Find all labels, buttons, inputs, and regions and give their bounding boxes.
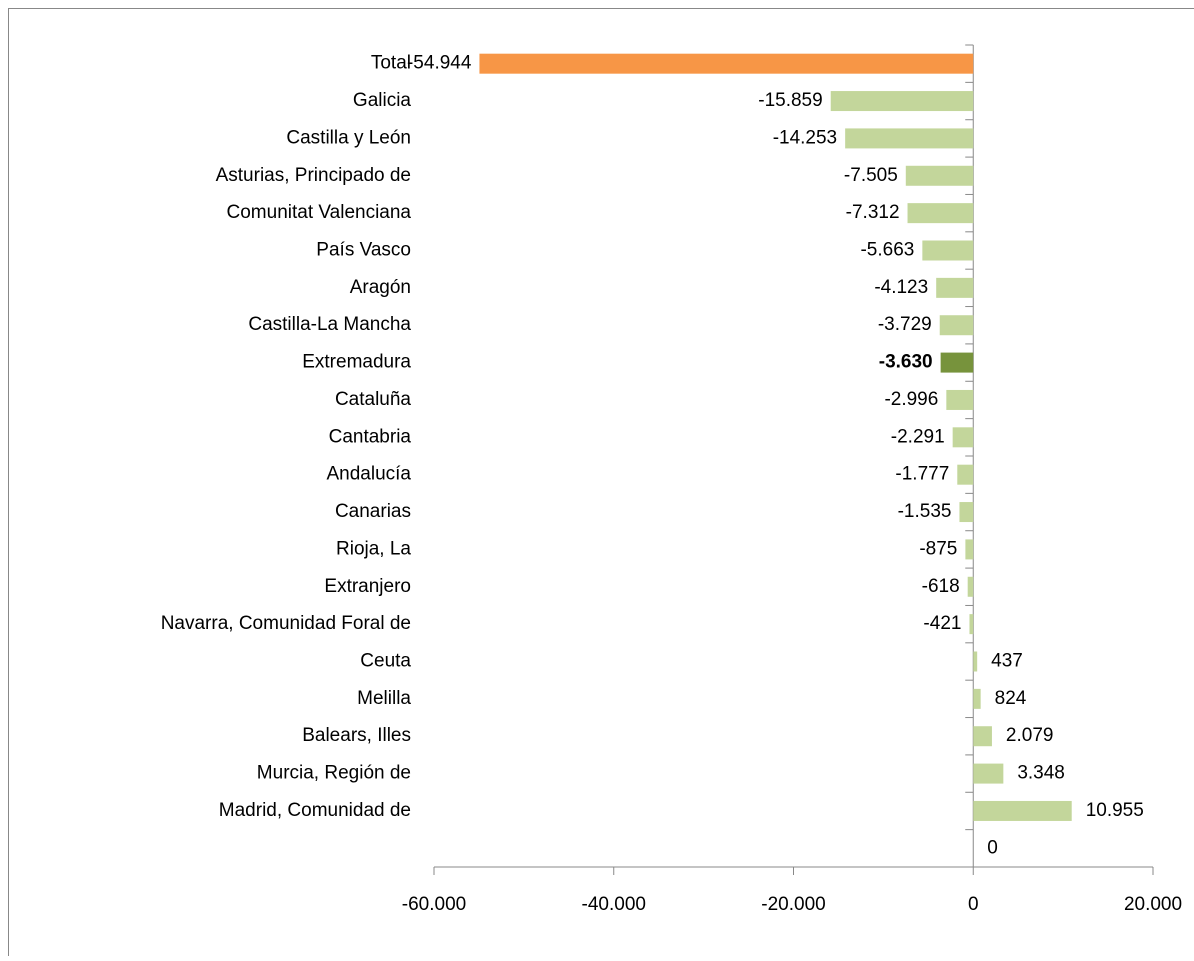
value-label: -2.291 [891, 426, 945, 447]
value-label: -14.253 [773, 127, 837, 148]
value-label: -15.859 [758, 90, 822, 111]
x-tick-label: -20.000 [761, 894, 825, 915]
value-label: 824 [995, 688, 1027, 709]
category-label: Galicia [353, 90, 412, 111]
category-label: Castilla-La Mancha [248, 314, 411, 335]
value-label: -875 [919, 538, 957, 559]
bar [940, 315, 974, 335]
category-label: Extranjero [324, 576, 411, 597]
value-label: 10.955 [1086, 800, 1144, 821]
value-label: -1.777 [895, 464, 949, 485]
value-label: -7.312 [846, 202, 900, 223]
category-label: Madrid, Comunidad de [219, 800, 411, 821]
category-label: Ceuta [360, 651, 411, 672]
category-label: Andalucía [326, 464, 411, 485]
category-label: Balears, Illes [302, 725, 411, 746]
value-label: -5.663 [860, 240, 914, 261]
value-label: -4.123 [874, 277, 928, 298]
category-label: Asturias, Principado de [216, 165, 411, 186]
bar [957, 465, 973, 485]
bar [959, 502, 973, 522]
bar [922, 241, 973, 261]
bar [845, 128, 973, 148]
value-label: 437 [991, 651, 1023, 672]
category-label: Aragón [350, 277, 411, 298]
x-tick-label: -40.000 [582, 894, 646, 915]
bar [973, 689, 980, 709]
category-label: Cantabria [329, 426, 412, 447]
value-label: -1.535 [898, 501, 952, 522]
bar [973, 764, 1003, 784]
x-tick-label: -60.000 [402, 894, 466, 915]
x-tick-label: 0 [968, 894, 979, 915]
value-label: -7.505 [844, 165, 898, 186]
value-label: -2.996 [884, 389, 938, 410]
category-label: Castilla y León [286, 127, 411, 148]
category-label: Cataluña [335, 389, 411, 410]
category-label: País Vasco [316, 240, 411, 261]
bar [479, 54, 973, 74]
category-label: Navarra, Comunidad Foral de [161, 613, 411, 634]
bar [953, 427, 974, 447]
bar [936, 278, 973, 298]
category-label: Murcia, Región de [257, 763, 411, 784]
bar [973, 652, 977, 672]
category-label: Canarias [335, 501, 411, 522]
bar [946, 390, 973, 410]
bar [973, 726, 992, 746]
value-label: -54.944 [407, 53, 472, 74]
category-label: Extremadura [302, 352, 411, 373]
bar [941, 353, 974, 373]
x-tick-label: 20.000 [1124, 894, 1182, 915]
value-label: 3.348 [1017, 763, 1065, 784]
bar [831, 91, 974, 111]
bar [906, 166, 973, 186]
bar [965, 539, 973, 559]
category-label: Melilla [357, 688, 411, 709]
value-label: -3.630 [879, 352, 933, 373]
value-label: 0 [987, 837, 998, 858]
bar [973, 801, 1071, 821]
bar [969, 614, 973, 634]
value-label: 2.079 [1006, 725, 1054, 746]
value-label: -3.729 [878, 314, 932, 335]
category-label: Rioja, La [336, 538, 411, 559]
value-label: -421 [923, 613, 961, 634]
category-label: Comunitat Valenciana [227, 202, 412, 223]
bar [968, 577, 974, 597]
category-label: Total [371, 53, 411, 74]
value-label: -618 [922, 576, 960, 597]
bar [908, 203, 974, 223]
